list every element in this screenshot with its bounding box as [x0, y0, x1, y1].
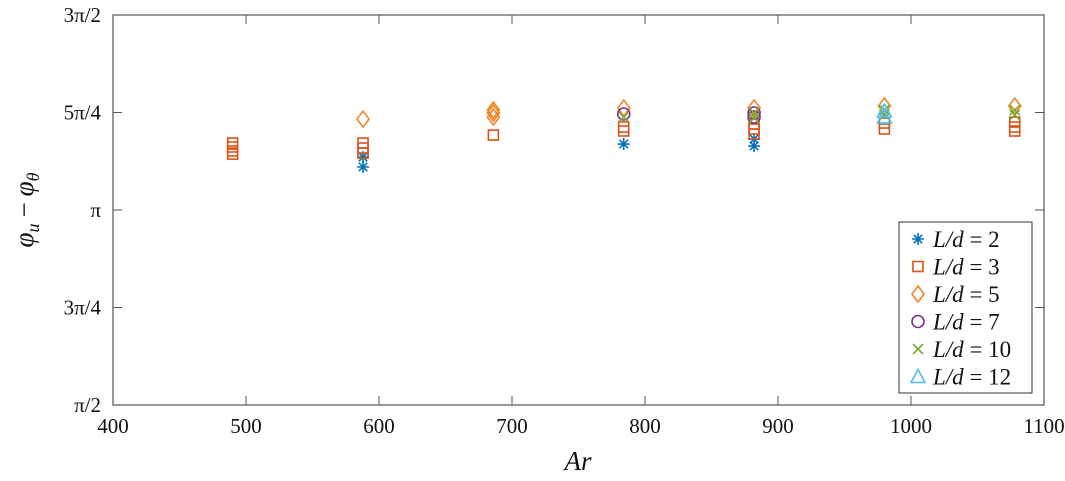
triangle-marker: [909, 367, 927, 384]
legend-label: L/d = 5: [932, 282, 1000, 307]
series: [876, 102, 893, 124]
legend-label: L/d = 12: [932, 365, 1011, 390]
square-marker: [226, 148, 239, 160]
x-marker: [748, 107, 760, 119]
x-tick-label: 1100: [1023, 414, 1064, 438]
y-tick-label: π/2: [74, 393, 101, 417]
x-tick-label: 400: [97, 414, 129, 438]
legend-item: L/d = 12: [909, 365, 1011, 390]
x-marker: [1009, 109, 1021, 121]
y-title-minus: −: [9, 202, 39, 217]
triangle-marker: [876, 102, 893, 118]
legend-item: L/d = 2: [912, 227, 1000, 252]
legend-item: L/d = 7: [911, 310, 1000, 335]
y-title-phi2: φ: [9, 181, 39, 196]
y-title-sub1: u: [23, 224, 43, 233]
x-marker: [912, 343, 924, 355]
circle-marker: [747, 110, 761, 124]
series: [616, 106, 761, 124]
series: [618, 104, 1021, 124]
legend-item: L/d = 5: [911, 282, 1000, 307]
diamond-marker: [747, 98, 762, 118]
y-title-phi1: φ: [9, 232, 39, 247]
legend-item: L/d = 3: [912, 255, 1000, 280]
square-marker: [912, 260, 924, 273]
y-axis: π/2 3π/4 π 5π/4 3π/2: [64, 3, 1044, 417]
diamond-marker: [356, 109, 371, 129]
legend-label: L/d = 2: [932, 227, 1000, 252]
y-tick-label: 3π/4: [64, 296, 102, 320]
y-title-sub2: θ: [23, 172, 43, 181]
diamond-marker: [911, 284, 925, 304]
y-tick-label: π: [90, 198, 101, 222]
triangle-marker: [876, 108, 893, 124]
diamond-marker: [486, 100, 501, 120]
legend-label: L/d = 3: [932, 255, 1000, 280]
asterisk-marker: [617, 138, 630, 151]
square-marker: [1008, 125, 1021, 137]
y-tick-label: 5π/4: [64, 101, 102, 125]
legend: L/d = 2 L/d = 3L/d = 5 L/d = 7L/d = 10 L/d …: [898, 221, 1033, 394]
x-marker: [618, 111, 630, 123]
x-tick-label: 500: [230, 414, 262, 438]
legend-label: L/d = 10: [932, 337, 1011, 362]
diamond-marker: [486, 103, 501, 123]
x-axis: 400 500 600 700 800 900 1000 1100: [97, 15, 1065, 438]
series: [356, 96, 1022, 129]
circle-marker: [911, 314, 925, 329]
square-marker: [617, 121, 630, 133]
square-marker: [357, 147, 369, 159]
square-marker: [878, 123, 891, 135]
asterisk-marker: [912, 233, 924, 245]
x-marker: [1009, 104, 1021, 116]
x-axis-title: Ar: [563, 446, 592, 476]
asterisk-marker: [357, 151, 370, 164]
asterisk-marker: [748, 140, 761, 153]
square-marker: [617, 125, 630, 137]
diamond-marker: [486, 107, 501, 127]
asterisk-marker: [357, 160, 370, 173]
x-tick-label: 900: [762, 414, 794, 438]
x-tick-label: 700: [496, 414, 528, 438]
legend-box: [898, 221, 1033, 394]
data-points: [226, 96, 1022, 173]
square-marker: [487, 129, 500, 141]
circle-marker: [616, 107, 631, 121]
x-tick-label: 800: [629, 414, 661, 438]
square-marker: [748, 128, 760, 140]
x-tick-label: 600: [363, 414, 395, 438]
y-tick-label: 3π/2: [64, 3, 101, 27]
square-marker: [226, 141, 239, 153]
x-marker: [748, 112, 760, 124]
legend-item: L/d = 10: [912, 337, 1011, 362]
legend-label: L/d = 7: [932, 310, 1000, 335]
y-axis-title: φu−φθ: [9, 172, 43, 247]
x-tick-label: 1000: [890, 414, 932, 438]
svg-text:φu−φθ: φu−φθ: [9, 172, 43, 247]
series: [357, 133, 761, 173]
